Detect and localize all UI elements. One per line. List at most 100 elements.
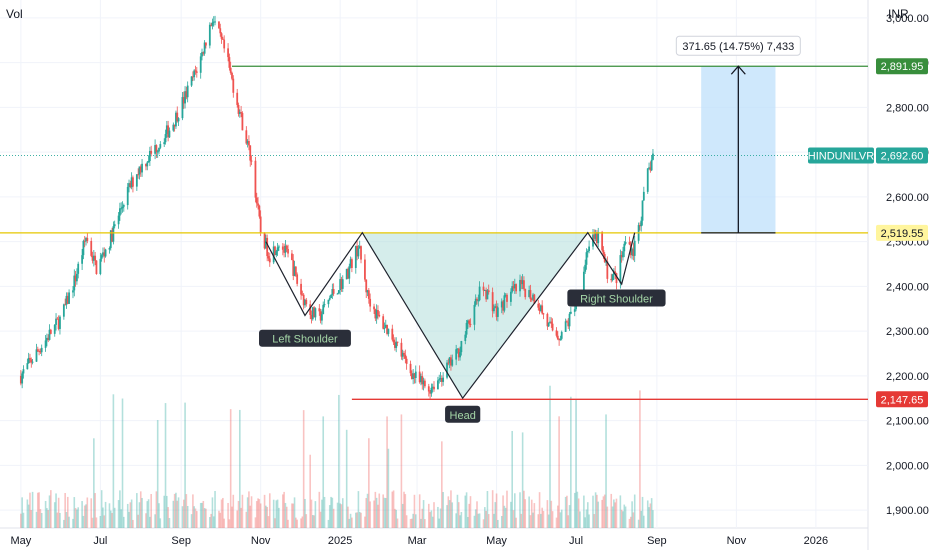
volume-bar: [211, 497, 214, 528]
candle: [274, 246, 276, 255]
volume-bar: [102, 507, 104, 528]
volume-bar: [285, 506, 288, 528]
candle: [211, 22, 214, 26]
candle: [111, 230, 113, 242]
volume-bar: [437, 506, 439, 528]
candle: [292, 260, 295, 276]
candle: [466, 320, 469, 323]
candle: [639, 225, 641, 227]
volume-bar: [477, 513, 480, 528]
candle: [483, 290, 486, 292]
volume-bar: [487, 514, 490, 528]
volume-bar: [614, 502, 616, 528]
candle: [640, 220, 643, 227]
candle: [473, 304, 476, 325]
candle: [648, 167, 650, 169]
head-low-price-label: 2,147.65: [881, 394, 924, 406]
candle: [360, 246, 362, 260]
volume-bar: [378, 493, 381, 528]
volume-bar: [20, 513, 22, 528]
volume-bar: [447, 496, 450, 528]
candle: [384, 324, 387, 328]
volume-bar: [336, 502, 339, 528]
volume-bar: [173, 493, 176, 528]
candle: [208, 24, 211, 46]
volume-bar: [474, 509, 477, 528]
candle: [181, 97, 184, 119]
x-tick-label: Nov: [251, 535, 271, 547]
volume-bar: [203, 508, 206, 528]
volume-bar: [546, 500, 549, 528]
candle: [120, 208, 123, 210]
volume-bar: [228, 519, 231, 528]
volume-bar: [276, 499, 279, 528]
pattern-label: Left Shoulder: [272, 334, 338, 346]
candle: [40, 347, 43, 353]
volume-bar: [156, 420, 159, 528]
candle: [112, 226, 115, 242]
pattern-label-box: [567, 289, 666, 307]
candle: [504, 294, 507, 296]
volume-bar: [403, 491, 405, 528]
symbol-label: HINDUNILVR: [808, 150, 874, 162]
candle: [122, 205, 125, 207]
volume-bar: [345, 429, 348, 528]
volume-bar: [438, 518, 441, 528]
volume-bar: [482, 519, 485, 528]
volume-bar: [246, 497, 249, 528]
candle: [482, 286, 485, 291]
candle: [92, 255, 95, 261]
candle: [66, 295, 69, 304]
volume-bar: [201, 502, 203, 528]
volume-bar: [365, 498, 368, 528]
volume-bar: [411, 518, 413, 528]
candle: [537, 303, 540, 308]
candle: [623, 243, 626, 252]
candle: [139, 166, 142, 173]
candle: [487, 290, 490, 293]
y-tick-label: 2,800.00: [886, 102, 929, 114]
candle: [512, 286, 515, 289]
candle: [421, 376, 424, 385]
candle: [430, 387, 433, 394]
volume-bar: [529, 515, 532, 528]
candle: [403, 352, 405, 355]
volume-bar: [338, 394, 340, 528]
volume-bar: [267, 516, 270, 528]
candle: [19, 375, 22, 384]
candle: [104, 249, 107, 257]
candle: [506, 294, 508, 302]
volume-bar: [577, 498, 580, 528]
candle: [382, 316, 385, 329]
candle: [57, 319, 60, 329]
candle: [109, 230, 112, 249]
volume-bar: [236, 510, 239, 528]
candle: [538, 307, 541, 311]
volume-bar: [141, 497, 143, 528]
volume-bar: [21, 497, 23, 528]
volume-bar: [121, 398, 124, 528]
volume-bar: [421, 508, 424, 528]
volume-bar: [537, 514, 540, 528]
volume-bar: [95, 517, 98, 528]
candle: [318, 308, 321, 312]
candle: [164, 134, 167, 143]
candle: [330, 294, 332, 298]
volume-bar: [319, 511, 322, 528]
volume-bar: [195, 511, 198, 528]
candle: [486, 290, 489, 300]
volume-bar: [232, 494, 235, 528]
volume-bar: [103, 515, 106, 528]
volume-bar: [310, 499, 313, 528]
volume-bar: [120, 509, 123, 528]
candle: [478, 286, 481, 301]
volume-bar: [497, 519, 499, 528]
candle: [541, 305, 544, 314]
candle: [440, 378, 443, 382]
candle: [229, 67, 232, 73]
candle: [27, 357, 30, 364]
volume-bar: [302, 410, 305, 528]
volume-bar: [53, 502, 56, 528]
